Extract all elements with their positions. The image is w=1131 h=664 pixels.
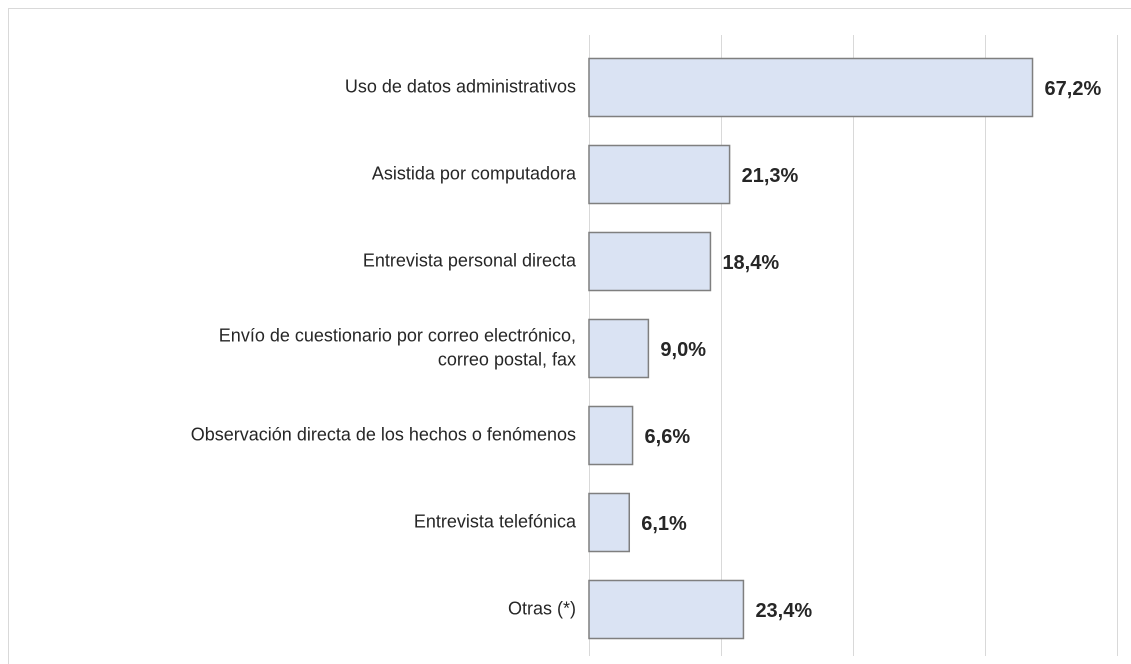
data-label: 21,3%: [742, 165, 799, 187]
bar: [588, 231, 712, 292]
data-label: 6,6%: [645, 426, 691, 448]
y-tick-label: Otras (*): [508, 598, 576, 618]
y-tick-label: Envío de cuestionario por correo electró…: [219, 325, 576, 369]
y-tick-label: Uso de datos administrativos: [345, 76, 576, 96]
chart-frame: [8, 8, 1131, 664]
bar: [588, 492, 631, 553]
bar: [588, 579, 745, 640]
bar: [588, 57, 1034, 118]
bar: [588, 405, 634, 466]
data-label: 23,4%: [755, 600, 812, 622]
y-tick-label: Observación directa de los hechos o fenó…: [191, 424, 576, 444]
bar: [588, 144, 731, 205]
y-tick-label: Asistida por computadora: [372, 163, 577, 183]
data-label: 67,2%: [1045, 78, 1102, 100]
data-label: 9,0%: [660, 339, 706, 361]
data-label: 18,4%: [722, 252, 779, 274]
bar: [588, 318, 650, 379]
y-tick-label: Entrevista personal directa: [363, 250, 577, 270]
data-label: 6,1%: [641, 513, 687, 535]
y-tick-label: Entrevista telefónica: [414, 511, 577, 531]
